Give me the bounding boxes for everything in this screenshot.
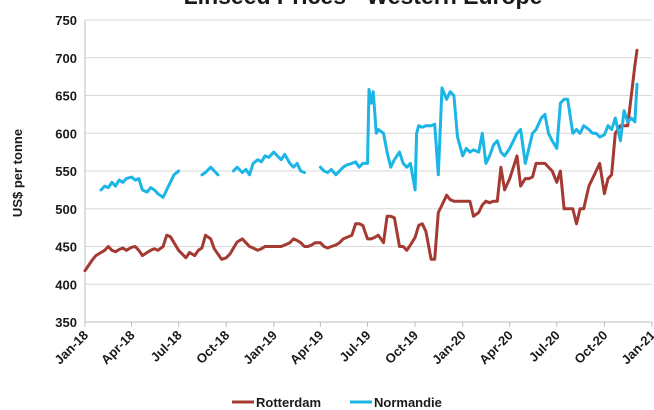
x-tick-label: Oct-18 (193, 328, 232, 367)
x-tick-labels: Jan-18 Apr-18 Jul-18 Oct-18 Jan-19 Apr-19 Jul-… (51, 322, 654, 367)
x-tick-label: Jul-19 (336, 328, 373, 365)
series-line-normandie (99, 82, 639, 199)
x-tick-label: Apr-18 (98, 328, 138, 368)
y-tick-label: 600 (55, 126, 77, 141)
x-tick-label: Jan-18 (51, 328, 91, 368)
y-tick-label: 750 (55, 13, 77, 28)
legend: Rotterdam Normandie (232, 395, 442, 410)
y-tick-label: 650 (55, 89, 77, 104)
x-tick-label: Jul-18 (148, 328, 185, 365)
legend-label-rotterdam: Rotterdam (256, 395, 321, 410)
x-tick-label: Apr-20 (476, 328, 516, 368)
chart-title: Linseed Prices - Western Europe (184, 0, 543, 9)
y-tick-label: 550 (55, 164, 77, 179)
y-tick-label: 400 (55, 277, 77, 292)
y-tick-label: 700 (55, 51, 77, 66)
series-lines (83, 48, 639, 273)
y-axis-label: US$ per tonne (10, 129, 25, 217)
x-tick-label: Jan-21 (618, 328, 654, 368)
y-tick-label: 350 (55, 315, 77, 330)
series-line-rotterdam (83, 48, 639, 273)
legend-label-normandie: Normandie (374, 395, 442, 410)
x-tick-label: Oct-19 (382, 328, 421, 367)
x-tick-label: Jan-20 (429, 328, 469, 368)
y-tick-labels: 350 400 450 500 550 600 650 700 750 (55, 13, 77, 330)
x-tick-label: Jan-19 (240, 328, 280, 368)
x-tick-label: Jul-20 (526, 328, 563, 365)
y-tick-label: 450 (55, 240, 77, 255)
y-tick-label: 500 (55, 202, 77, 217)
x-tick-label: Apr-19 (287, 328, 327, 368)
x-tick-label: Oct-20 (571, 328, 610, 367)
